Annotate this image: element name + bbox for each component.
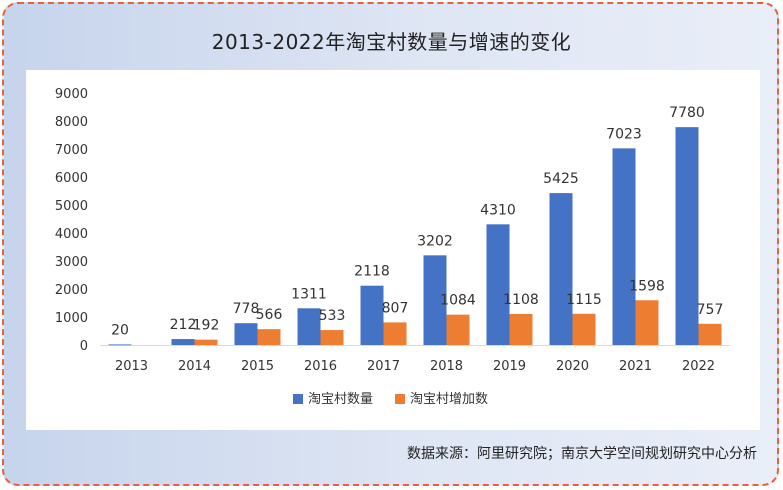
data-label: 566 <box>256 307 283 323</box>
y-tick-label: 1000 <box>55 311 88 326</box>
bar <box>320 330 344 345</box>
bar <box>423 255 447 345</box>
data-label: 192 <box>193 318 220 334</box>
data-label: 778 <box>233 301 260 317</box>
bar <box>360 285 384 345</box>
data-label: 2118 <box>354 264 390 280</box>
bar <box>257 329 281 345</box>
bar-chart: 0100020003000400050006000700080009000202… <box>55 87 730 407</box>
bar <box>486 224 510 345</box>
x-tick-label: 2017 <box>367 359 400 374</box>
bar <box>171 339 195 345</box>
y-tick-label: 0 <box>80 339 88 354</box>
x-tick-label: 2022 <box>682 359 715 374</box>
bar <box>108 344 132 346</box>
chart-title: 2013-2022年淘宝村数量与增速的变化 <box>211 30 572 54</box>
data-label: 3202 <box>417 233 453 249</box>
x-tick-label: 2019 <box>493 359 526 374</box>
bar <box>446 314 470 345</box>
y-tick-label: 9000 <box>55 87 88 102</box>
data-label: 7780 <box>669 105 705 121</box>
legend-swatch <box>293 394 303 404</box>
bar <box>509 313 533 345</box>
x-tick-label: 2015 <box>241 359 274 374</box>
data-label: 1108 <box>503 292 539 308</box>
x-tick-label: 2016 <box>304 359 337 374</box>
x-tick-label: 2018 <box>430 359 463 374</box>
y-tick-label: 3000 <box>55 255 88 270</box>
data-label: 1115 <box>566 292 602 308</box>
bar <box>612 148 636 345</box>
bar <box>194 339 218 345</box>
data-label: 1311 <box>291 286 327 302</box>
bar <box>297 308 321 345</box>
x-tick-label: 2014 <box>178 359 211 374</box>
legend-label: 淘宝村增加数 <box>410 392 488 407</box>
legend-swatch <box>395 394 405 404</box>
y-tick-label: 2000 <box>55 283 88 298</box>
data-label: 807 <box>382 300 409 316</box>
bar <box>698 323 722 345</box>
data-label: 20 <box>111 322 129 338</box>
data-source-note: 数据来源：阿里研究院；南京大学空间规划研究中心分析 <box>407 446 757 462</box>
y-tick-label: 8000 <box>55 115 88 130</box>
data-label: 212 <box>170 317 197 333</box>
data-label: 1084 <box>440 293 476 309</box>
x-tick-label: 2013 <box>115 359 148 374</box>
data-label: 533 <box>319 308 346 324</box>
data-label: 4310 <box>480 202 516 218</box>
y-tick-label: 4000 <box>55 227 88 242</box>
y-tick-label: 5000 <box>55 199 88 214</box>
chart-panel: 0 1000 2000 3000 4000 5000 6000 7000 8000 9000 20 2… <box>26 70 760 430</box>
bar <box>572 313 596 345</box>
x-tick-label: 2020 <box>556 359 589 374</box>
y-tick-label: 7000 <box>55 143 88 158</box>
bar <box>635 300 659 345</box>
data-label: 1598 <box>629 278 665 294</box>
data-label: 757 <box>697 302 724 318</box>
bar <box>549 193 573 345</box>
data-label: 5425 <box>543 171 579 187</box>
bar <box>675 127 699 345</box>
y-tick-label: 6000 <box>55 171 88 186</box>
legend-label: 淘宝村数量 <box>308 392 373 407</box>
bar <box>234 323 258 345</box>
bar <box>383 322 407 345</box>
x-tick-label: 2021 <box>619 359 652 374</box>
data-label: 7023 <box>606 126 642 142</box>
